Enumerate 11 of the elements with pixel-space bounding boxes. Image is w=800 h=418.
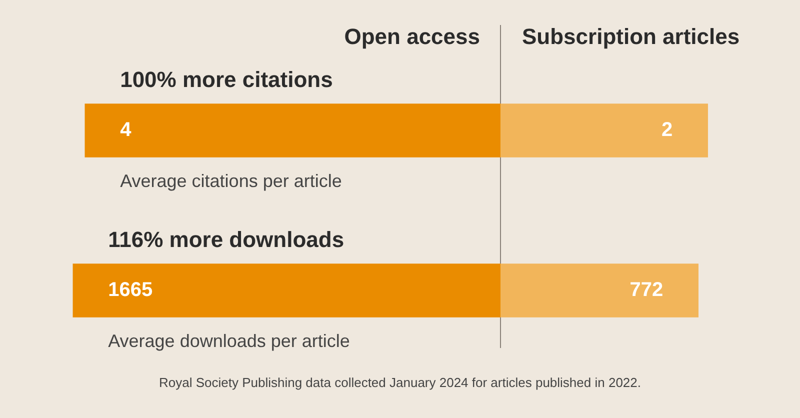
text: Subscription articles [522, 24, 740, 50]
chart-title: 100% more citations [120, 67, 333, 93]
data-label: 1665 [108, 279, 153, 302]
data-label: 2 [662, 119, 673, 142]
data-label: 772 [630, 279, 664, 302]
data-label: 4 [120, 119, 132, 142]
x-axis-title: Average citations per article [120, 171, 342, 192]
x-axis-title: Average downloads per article [108, 331, 350, 352]
text: Open access [344, 24, 480, 50]
chart-title: 116% more downloads [108, 227, 344, 253]
text: Royal Society Publishing data collected January 2024 for articles published in 2022. [158, 375, 642, 390]
